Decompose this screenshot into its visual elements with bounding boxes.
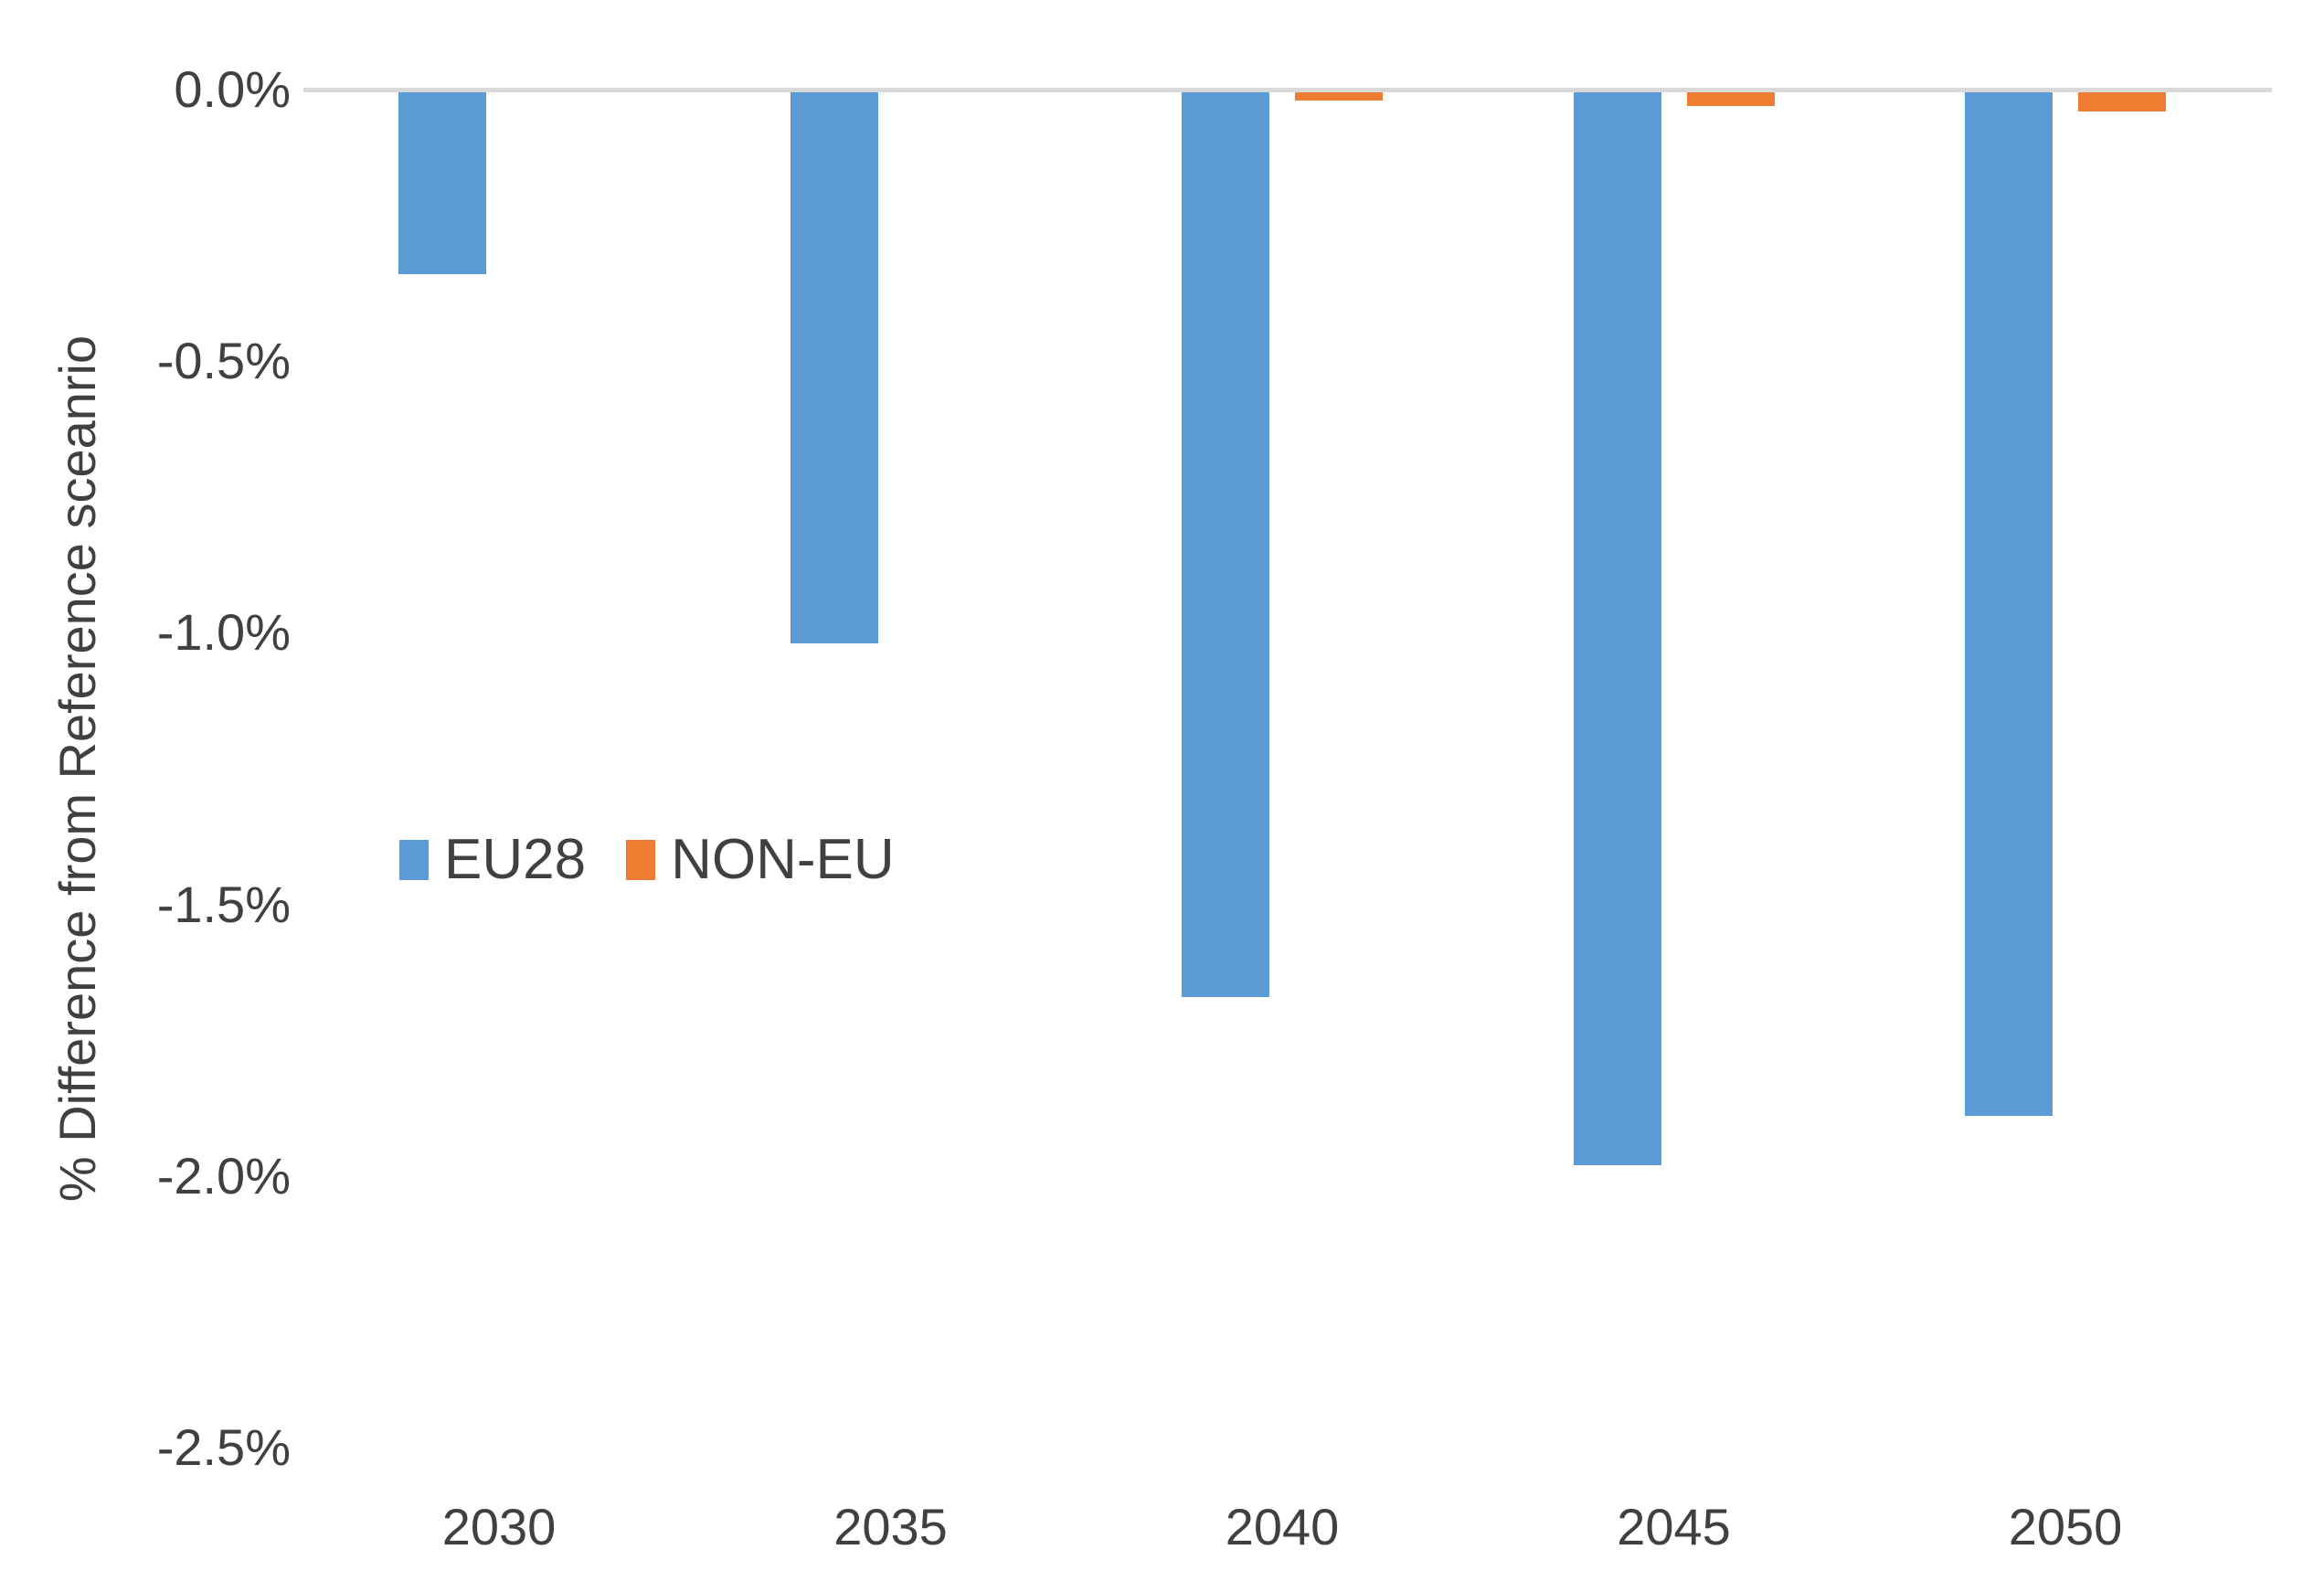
y-axis-tick-label: -2.0% [156,1146,291,1205]
bar-eu28-2030 [398,90,486,274]
bar-non-eu-2040 [1295,90,1383,101]
x-axis-label: 2035 [833,1498,948,1555]
legend-swatch-non-eu [626,840,656,880]
y-axis-tick-label: -1.0% [156,603,291,662]
x-axis-label: 2045 [1617,1498,1731,1555]
bar-eu28-2050 [1965,90,2053,1116]
x-axis-label: 2030 [441,1498,557,1555]
bar-non-eu-2050 [2078,90,2166,111]
legend-swatch-eu28 [399,840,429,880]
legend-label-eu28: EU28 [444,828,587,891]
bar-eu28-2035 [790,90,878,643]
y-axis-tick-label: 0.0% [174,60,291,118]
legend-label-non-eu: NON-EU [671,828,895,891]
y-axis-tick-label: -2.5% [156,1418,291,1476]
bar-non-eu-2045 [1686,90,1775,106]
y-axis-tick-label: -0.5% [156,332,291,390]
x-axis-label: 2040 [1225,1498,1340,1555]
x-axis-line [303,88,2272,92]
legend: EU28 NON-EU [399,832,895,888]
bar-eu28-2040 [1182,90,1269,997]
x-axis-label: 2050 [2008,1498,2123,1555]
bar-eu28-2045 [1573,90,1661,1165]
y-axis-tick-label: -1.5% [156,875,291,933]
y-axis-title: % Difference from Reference sceanrio [48,334,106,1203]
